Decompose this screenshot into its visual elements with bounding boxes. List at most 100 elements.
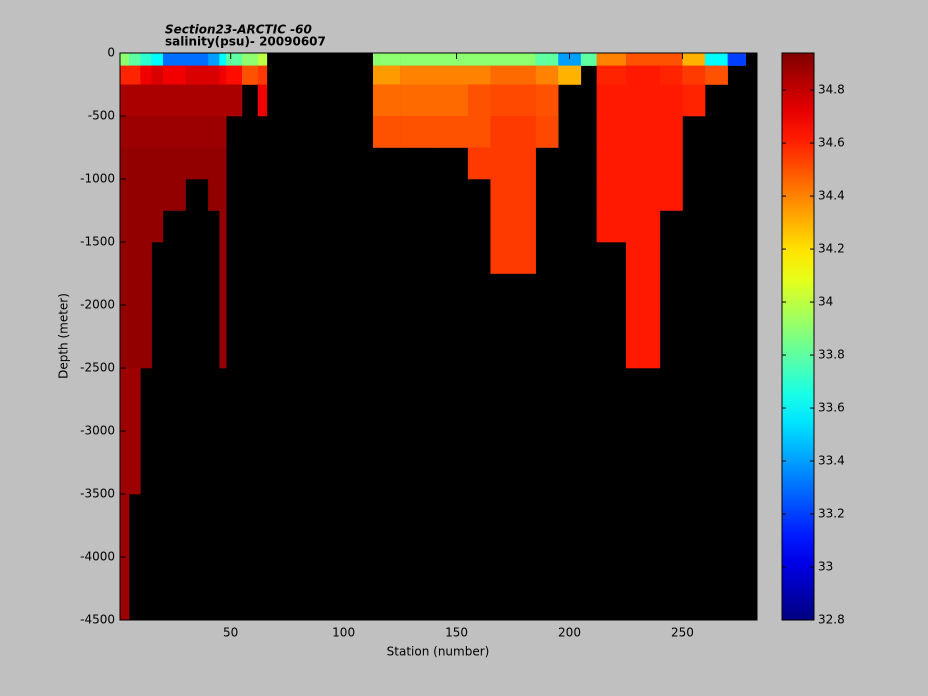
heatmap-cell <box>129 368 141 432</box>
heatmap-cell <box>625 179 661 211</box>
heatmap-cell <box>625 210 661 243</box>
heatmap-cell <box>241 53 259 66</box>
heatmap-cell <box>467 84 491 117</box>
heatmap-cell <box>467 116 491 148</box>
plot-frame <box>119 52 758 621</box>
heatmap-cell <box>219 210 227 243</box>
heatmap-cell <box>580 53 597 66</box>
heatmap-cell <box>120 368 130 432</box>
colorbar-tick-label: 32.8 <box>818 613 845 627</box>
heatmap-cell <box>625 84 661 117</box>
colorbar-tick-label: 34.6 <box>818 136 845 150</box>
heatmap-cell <box>596 84 627 117</box>
colorbar-tick-label: 33.4 <box>818 454 845 468</box>
y-tick-label: -4500 <box>80 613 115 627</box>
heatmap-cell <box>208 65 220 85</box>
heatmap-cell <box>140 116 152 148</box>
heatmap-cell <box>185 147 209 180</box>
heatmap-cell <box>400 116 435 148</box>
heatmap-cell <box>151 179 164 211</box>
colorbar-tick-label: 33.8 <box>818 348 845 362</box>
heatmap-cell <box>120 116 130 148</box>
heatmap-cell <box>129 65 141 85</box>
heatmap-cell <box>625 147 661 180</box>
heatmap-cell <box>219 147 227 180</box>
heatmap-cell <box>682 84 706 117</box>
heatmap-cell <box>219 65 227 85</box>
heatmap-cell <box>727 53 747 66</box>
heatmap-cell <box>241 65 259 85</box>
heatmap-cell <box>659 147 683 180</box>
colorbar <box>781 52 815 621</box>
heatmap-cell <box>129 53 141 66</box>
heatmap-cell <box>151 84 164 117</box>
heatmap-cell <box>535 65 559 85</box>
heatmap-cell <box>120 273 130 306</box>
colorbar-tick-label: 33 <box>818 560 833 574</box>
heatmap-cell <box>219 273 227 306</box>
heatmap-cell <box>625 305 661 369</box>
heatmap-cell <box>558 65 582 85</box>
heatmap-cell <box>625 242 661 274</box>
heatmap-cell <box>467 65 491 85</box>
heatmap-cell <box>208 116 220 148</box>
y-tick-label: -1500 <box>80 235 115 249</box>
heatmap-cell <box>219 305 227 369</box>
x-tick-label: 100 <box>332 626 355 640</box>
heatmap-cell <box>129 210 141 243</box>
heatmap-cell <box>659 116 683 148</box>
heatmap-cell <box>120 305 130 369</box>
colorbar-tick-label: 34.4 <box>818 189 845 203</box>
x-tick-label: 200 <box>558 626 581 640</box>
y-tick-label: -3500 <box>80 487 115 501</box>
heatmap-cell <box>129 242 141 274</box>
heatmap-cell <box>208 84 220 117</box>
heatmap-cell <box>400 84 435 117</box>
heatmap-cell <box>433 84 469 117</box>
heatmap-cell <box>372 84 401 117</box>
heatmap-cell <box>372 116 401 148</box>
heatmap-cell <box>129 179 141 211</box>
heatmap-cell <box>120 557 130 621</box>
heatmap-cell <box>372 53 401 66</box>
colorbar-tick-label: 34.2 <box>818 242 845 256</box>
heatmap-cell <box>490 179 536 211</box>
heatmap-cell <box>208 53 220 66</box>
heatmap-cell <box>490 210 536 243</box>
y-tick-label: -500 <box>88 109 115 123</box>
heatmap-cell <box>705 53 728 66</box>
heatmap-cell <box>162 84 186 117</box>
heatmap-cell <box>208 179 220 211</box>
heatmap-cell <box>226 84 243 117</box>
y-axis-label: Depth (meter) <box>57 293 71 379</box>
heatmap-cell <box>433 116 469 148</box>
heatmap-cell <box>162 179 186 211</box>
heatmap-cell <box>659 84 683 117</box>
heatmap-cell <box>140 53 152 66</box>
heatmap-cell <box>219 116 227 148</box>
heatmap-cell <box>151 210 164 243</box>
heatmap-cell <box>490 242 536 274</box>
x-tick-label: 50 <box>223 626 238 640</box>
heatmap-cell <box>120 210 130 243</box>
heatmap-cell <box>120 179 130 211</box>
heatmap-cell <box>185 84 209 117</box>
heatmap-cell <box>226 65 243 85</box>
heatmap-cell <box>490 116 536 148</box>
heatmap-cell <box>596 179 627 211</box>
heatmap-cell <box>140 242 152 274</box>
y-tick-label: -4000 <box>80 550 115 564</box>
colorbar-tick-label: 34.8 <box>818 83 845 97</box>
heatmap-cell <box>140 179 152 211</box>
y-tick-label: -1000 <box>80 172 115 186</box>
heatmap-cell <box>140 273 152 306</box>
heatmap-cell <box>490 65 536 85</box>
x-tick-label: 250 <box>671 626 694 640</box>
heatmap-cell <box>400 53 435 66</box>
heatmap-cell <box>120 242 130 274</box>
heatmap-cell <box>682 53 706 66</box>
heatmap-cell <box>625 273 661 306</box>
heatmap-cell <box>185 65 209 85</box>
x-tick-label: 150 <box>445 626 468 640</box>
